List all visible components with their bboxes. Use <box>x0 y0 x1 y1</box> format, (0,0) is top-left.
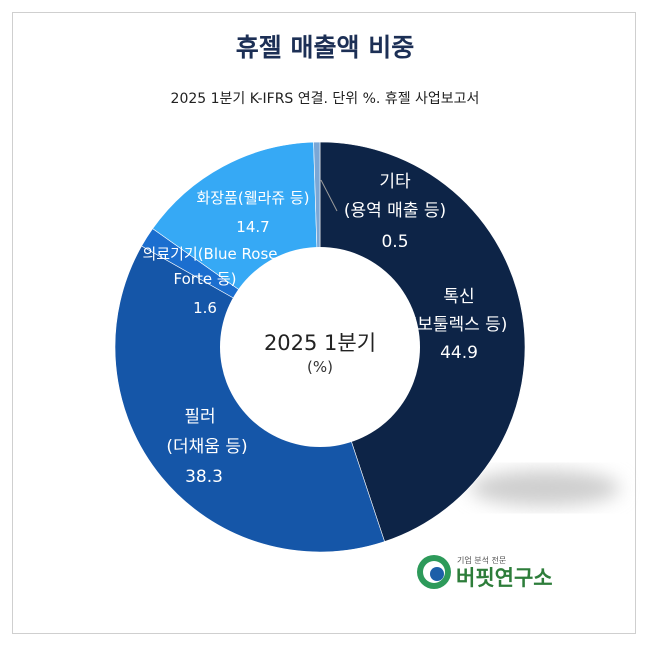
label-other-line1: 기타 <box>379 172 411 192</box>
chart-shadow <box>470 470 620 506</box>
label-filler-line1: 필러 <box>184 407 215 427</box>
value-filler: 38.3 <box>185 467 223 487</box>
center-title: 2025 1분기 <box>264 331 376 355</box>
value-medical-device: 1.6 <box>193 299 217 317</box>
slice-toxin <box>319 141 526 542</box>
value-toxin: 44.9 <box>440 343 478 363</box>
label-filler-line2: (더채움 등) <box>166 437 247 457</box>
donut-hole <box>220 247 420 447</box>
label-toxin-line1: 톡신 <box>443 287 474 307</box>
chart-subtitle: 2025 1분기 K-IFRS 연결. 단위 %. 휴젤 사업보고서 <box>170 91 480 107</box>
logo-tagline: 기업 분석 전문 <box>457 555 506 565</box>
label-toxin-line2: (보툴렉스 등) <box>411 315 508 335</box>
label-cosmetics-line1: 화장품(웰라쥬 등) <box>196 189 309 207</box>
label-other-line2: (용역 매출 등) <box>344 201 446 221</box>
logo-name: 버핏연구소 <box>456 566 553 590</box>
center-unit: (%) <box>307 358 333 376</box>
value-cosmetics: 14.7 <box>236 218 269 236</box>
other-leader-line <box>320 179 338 212</box>
logo: 기업 분석 전문 버핏연구소 <box>417 555 553 590</box>
chart-title: 휴젤 매출액 비중 <box>235 33 415 62</box>
label-medical-device-line1: 의료기기(Blue Rose <box>143 245 278 263</box>
value-other: 0.5 <box>381 232 408 252</box>
label-medical-device-line2: Forte 등) <box>174 270 237 288</box>
